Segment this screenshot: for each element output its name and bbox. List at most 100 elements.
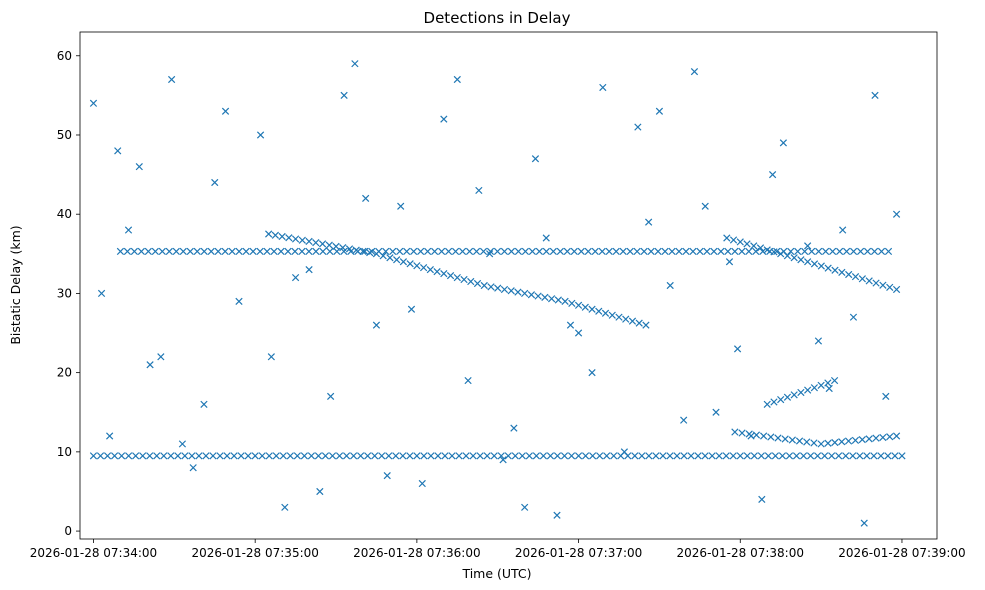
scatter-point (877, 247, 886, 256)
scatter-point (221, 247, 229, 256)
scatter-point (216, 452, 224, 460)
scatter-point (556, 247, 564, 256)
scatter-point (335, 452, 344, 460)
scatter-point (815, 247, 823, 256)
scatter-point (345, 245, 354, 253)
scatter-point (167, 452, 175, 460)
scatter-point (399, 258, 408, 266)
scatter-point (340, 91, 348, 99)
scatter-point (617, 452, 625, 460)
y-tick-label: 60 (57, 49, 72, 63)
scatter-point (824, 379, 832, 387)
scatter-point (383, 472, 391, 480)
scatter-point (135, 163, 143, 171)
scatter-point (507, 247, 516, 256)
scatter-point (406, 260, 414, 268)
scatter-point (103, 452, 112, 460)
scatter-point (200, 400, 208, 408)
scatter-point (601, 309, 610, 317)
scatter-point (371, 452, 379, 460)
scatter-point (872, 279, 880, 287)
scatter-point (884, 452, 892, 460)
scatter-point (666, 281, 674, 290)
scatter-point (797, 256, 805, 264)
scatter-point (808, 247, 816, 256)
scatter-point (427, 452, 435, 460)
scatter-point (675, 247, 683, 256)
scatter-point (165, 247, 173, 256)
scatter-point (810, 384, 819, 392)
scatter-point (892, 285, 901, 294)
scatter-point (763, 400, 771, 408)
scatter-point (645, 218, 653, 226)
scatter-point (139, 452, 147, 460)
scatter-point (462, 452, 470, 460)
scatter-point (406, 452, 414, 460)
scatter-point (568, 299, 576, 307)
scatter-point (473, 279, 482, 288)
scatter-point (777, 250, 785, 258)
scatter-point (870, 247, 879, 256)
scatter-point (581, 303, 589, 311)
scatter-point (703, 247, 711, 256)
scatter-point (307, 452, 316, 460)
x-tick-label: 2026-01-28 07:34:00 (30, 546, 157, 560)
scatter-point (293, 452, 301, 460)
scatter-point (851, 273, 860, 281)
scatter-point (158, 247, 166, 256)
scatter-point (851, 436, 860, 444)
scatter-point (779, 139, 788, 147)
scatter-point (209, 452, 217, 460)
scatter-point (680, 416, 688, 424)
scatter-point (207, 247, 215, 256)
scatter-point (845, 270, 853, 279)
scatter-point (638, 452, 646, 460)
scatter-point (382, 247, 390, 256)
scatter-point (386, 254, 394, 262)
scatter-point (758, 495, 766, 504)
scatter-point (446, 271, 455, 280)
scatter-point (806, 452, 815, 460)
scatter-point (813, 452, 822, 460)
scatter-point (725, 258, 734, 266)
scatter-point (465, 247, 474, 256)
scatter-point (144, 247, 152, 256)
scatter-point (168, 75, 176, 84)
scatter-point (424, 247, 432, 256)
scatter-point (822, 247, 830, 256)
scatter-point (265, 230, 273, 238)
scatter-point (752, 431, 761, 439)
scatter-point (160, 452, 168, 460)
scatter-point (228, 247, 236, 256)
scatter-point (419, 264, 428, 272)
scatter-point (804, 386, 812, 394)
scatter-point (403, 247, 411, 256)
scatter-point (326, 247, 334, 256)
scatter-point (339, 243, 347, 252)
scatter-point (628, 317, 637, 325)
scatter-point (500, 285, 509, 294)
scatter-point (237, 452, 245, 460)
scatter-point (453, 273, 461, 282)
scatter-point (871, 91, 879, 99)
scatter-point (479, 247, 488, 256)
scatter-point (682, 247, 690, 256)
scatter-point (172, 247, 180, 256)
scatter-point (97, 289, 106, 298)
scatter-point (778, 452, 787, 460)
scatter-point (898, 452, 906, 460)
scatter-point (690, 67, 699, 76)
scatter-point (325, 241, 333, 249)
scatter-point (759, 432, 768, 440)
scatter-point (777, 395, 785, 404)
scatter-point (125, 452, 133, 460)
scatter-point (300, 452, 309, 460)
scatter-point (244, 452, 252, 460)
scatter-point (321, 452, 330, 460)
scatter-point (455, 452, 463, 460)
scatter-point (877, 452, 885, 460)
scatter-point (553, 511, 561, 519)
scatter-point (444, 247, 453, 256)
scatter-point (188, 452, 196, 460)
scatter-point (137, 247, 145, 256)
